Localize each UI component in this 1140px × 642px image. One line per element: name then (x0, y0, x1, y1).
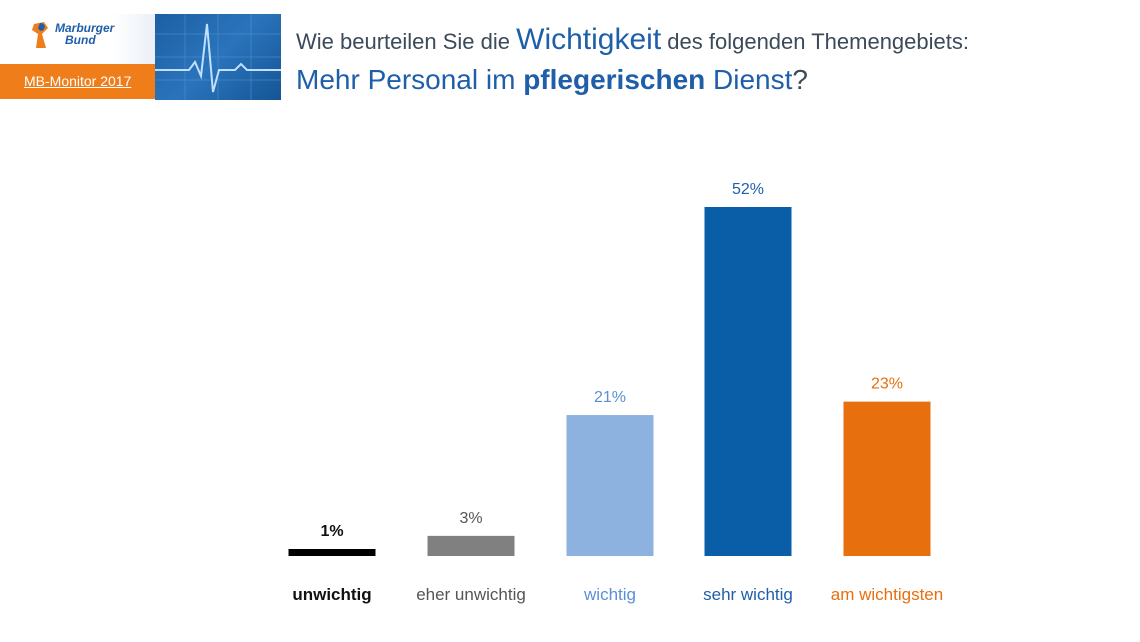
category-label-1: eher unwichtig (416, 585, 526, 604)
value-label-1: 3% (459, 510, 482, 527)
topic-part2: Dienst (705, 64, 793, 95)
topic-part1: Mehr Personal im (296, 64, 524, 95)
bar-4 (843, 401, 931, 556)
value-label-4: 23% (871, 376, 903, 393)
category-label-4: am wichtigsten (831, 585, 943, 604)
bar-1 (427, 535, 515, 556)
category-label-3: sehr wichtig (703, 585, 793, 604)
header: Marburger Bund MB-Monitor 2017 Wie beurt… (0, 0, 1140, 110)
marburger-bund-logo-icon (32, 22, 48, 48)
category-label-0: unwichtig (292, 585, 371, 604)
question-part2: des folgenden Themengebiets: (661, 29, 969, 54)
bar-2 (566, 415, 654, 556)
topic-highlight: pflegerischen (523, 64, 706, 95)
value-label-0: 1% (320, 523, 343, 540)
ekg-panel (155, 14, 281, 100)
question-part1: Wie beurteilen Sie die (296, 29, 517, 54)
logo-name: Marburger Bund (55, 22, 145, 46)
topic-line: Mehr Personal im pflegerischen Dienst? (296, 62, 1116, 98)
page-title: Wie beurteilen Sie die Wichtigkeit des f… (296, 20, 1116, 98)
question-line: Wie beurteilen Sie die Wichtigkeit des f… (296, 20, 1116, 62)
topic-end: ? (792, 64, 808, 95)
ekg-pulse-icon (155, 14, 281, 100)
logo-line1: Marburger (55, 21, 115, 35)
monitor-bar: MB-Monitor 2017 (0, 64, 160, 99)
value-label-3: 52% (732, 181, 764, 198)
logo-line2: Bund (65, 33, 96, 47)
bar-3 (704, 207, 792, 556)
monitor-label: MB-Monitor 2017 (24, 73, 132, 89)
question-highlight: Wichtigkeit (516, 23, 662, 56)
value-label-2: 21% (594, 389, 626, 406)
bar-0 (288, 549, 376, 556)
category-label-2: wichtig (583, 585, 636, 604)
logo-brand (0, 14, 160, 66)
